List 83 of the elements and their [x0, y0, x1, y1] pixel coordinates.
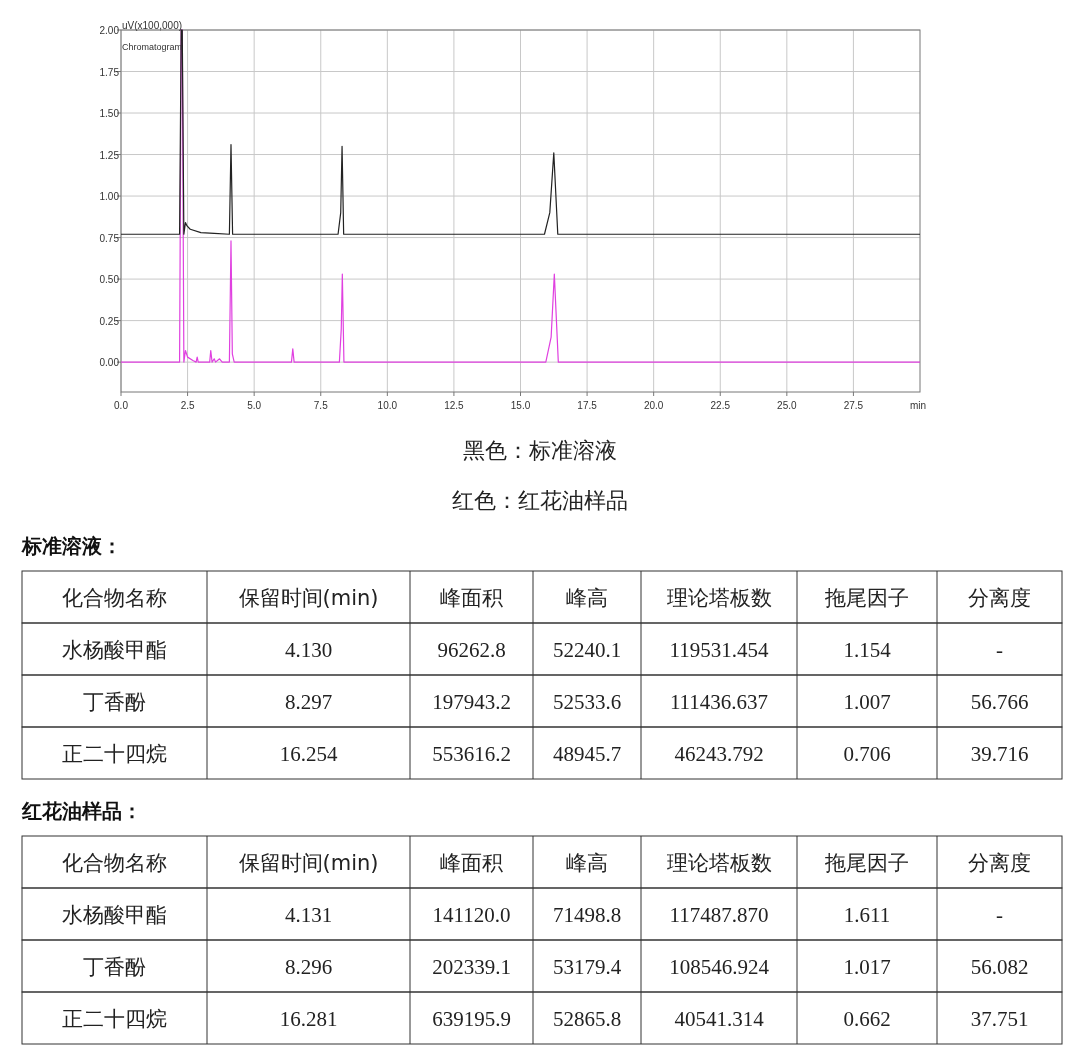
x-tick-label: 25.0: [777, 400, 797, 411]
category-label: 拖尾因子: [824, 851, 909, 875]
text: 8.296: [284, 955, 333, 979]
text: 119531.454: [669, 638, 769, 662]
text: 红花油样品：: [21, 799, 142, 823]
y-tick-label: 0.25: [99, 315, 120, 327]
x-tick-label: 15.0: [510, 400, 531, 411]
category-label: 峰高: [566, 851, 608, 875]
text: 553616.2: [432, 742, 511, 766]
text: 40541.314: [674, 1007, 764, 1031]
text: 117487.870: [669, 903, 769, 927]
x-tick-label: 17.5: [577, 400, 598, 411]
text: 丁香酚: [83, 690, 146, 714]
y-tick-label: 1.25: [99, 149, 120, 161]
category-label: 化合物名称: [62, 586, 167, 610]
x-tick-label: 10.0: [377, 400, 398, 411]
x-tick-label: 0.0: [114, 400, 129, 411]
text: 56.766: [970, 690, 1029, 714]
text: 丁香酚: [83, 955, 146, 979]
text: 4.131: [284, 903, 333, 927]
x-tick-label: 22.5: [710, 400, 731, 411]
category-label: 分离度: [968, 851, 1031, 875]
text: 4.130: [284, 638, 333, 662]
text: 0.662: [843, 1007, 891, 1031]
category-label: 拖尾因子: [824, 586, 909, 610]
category-label: 理论塔板数: [666, 851, 772, 875]
text: 48945.7: [552, 742, 622, 766]
text: 639195.9: [432, 1007, 511, 1031]
text: 52240.1: [552, 638, 622, 662]
text: 1.017: [843, 955, 891, 979]
y-tick-label: 0.00: [99, 357, 120, 369]
text: 108546.924: [669, 955, 769, 979]
text: 37.751: [970, 1007, 1029, 1031]
text: 16.254: [279, 742, 338, 766]
x-tick-label: 12.5: [444, 400, 465, 411]
text: 水杨酸甲酯: [62, 903, 167, 927]
category-label: 化合物名称: [62, 851, 167, 875]
y-tick-label: 1.75: [99, 66, 120, 78]
text: 96262.8: [437, 638, 506, 662]
x-tick-label: 2.5: [180, 400, 195, 411]
y-tick-label: 0.50: [99, 274, 120, 286]
text: 正二十四烷: [62, 1007, 167, 1031]
y-tick-label: 1.50: [99, 108, 120, 120]
text: 标准溶液：: [21, 534, 122, 558]
text: 8.297: [284, 690, 333, 714]
category-label: 理论塔板数: [666, 586, 772, 610]
text: 52865.8: [552, 1007, 622, 1031]
text: 111436.637: [669, 690, 769, 714]
text: 1.154: [843, 638, 891, 662]
category-label: 峰面积: [440, 586, 503, 610]
y-tick-label: 1.00: [99, 191, 120, 203]
text: 46243.792: [674, 742, 764, 766]
x-axis-title: min: [909, 400, 927, 411]
text: -: [996, 638, 1003, 662]
text: -: [996, 903, 1003, 927]
x-tick-label: 20.0: [643, 400, 664, 411]
text: 141120.0: [432, 903, 511, 927]
text: 红色：红花油样品: [452, 488, 628, 513]
x-tick-label: 27.5: [843, 400, 864, 411]
text: 202339.1: [432, 955, 511, 979]
text: 水杨酸甲酯: [62, 638, 167, 662]
text: 52533.6: [552, 690, 622, 714]
text: 71498.8: [552, 903, 622, 927]
category-label: 峰面积: [440, 851, 503, 875]
text: 56.082: [970, 955, 1029, 979]
text: 197943.2: [432, 690, 511, 714]
x-tick-label: 7.5: [313, 400, 329, 411]
text: 53179.4: [552, 955, 622, 979]
text: 39.716: [970, 742, 1029, 766]
category-label: 保留时间(min): [238, 586, 379, 610]
text: 1.611: [843, 903, 891, 927]
text: 正二十四烷: [62, 742, 167, 766]
text: 1.007: [843, 690, 891, 714]
text: 0.706: [843, 742, 891, 766]
text: 黑色：标准溶液: [463, 438, 617, 463]
x-tick-label: 5.0: [247, 400, 262, 411]
category-label: 分离度: [968, 586, 1031, 610]
y-tick-label: 0.75: [99, 232, 120, 244]
y-axis-title: uV(x100,000): [122, 20, 183, 31]
category-label: 峰高: [566, 586, 608, 610]
text: 16.281: [279, 1007, 338, 1031]
y-tick-label: 2.00: [99, 25, 120, 36]
category-label: 保留时间(min): [238, 851, 379, 875]
